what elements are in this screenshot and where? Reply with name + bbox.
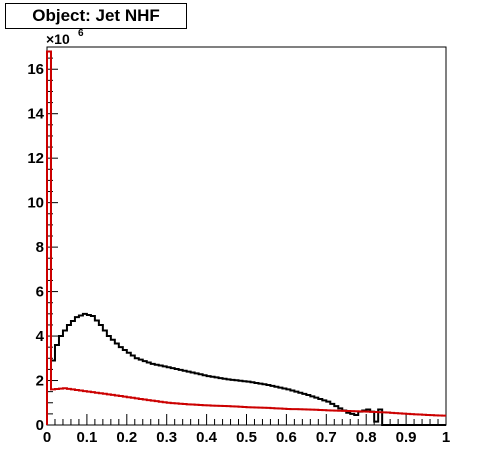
x-tick-label: 0.6 — [276, 429, 297, 446]
series-layer — [46, 50, 446, 426]
chart-title: Object: Jet NHF — [5, 3, 187, 29]
series-line-1 — [46, 50, 446, 425]
x-tick-label: 0.3 — [156, 429, 177, 446]
y-tick-label: 10 — [27, 195, 44, 212]
x-tick-label: 0.7 — [316, 429, 337, 446]
x-tick-label: 0.9 — [396, 429, 417, 446]
y-tick-label: 14 — [27, 106, 44, 123]
y-axis: 0 2 4 6 8 10 12 14 16 — [27, 46, 58, 434]
y-tick-label: 12 — [27, 150, 44, 167]
y-multiplier-exponent: 6 — [78, 28, 84, 39]
x-tick-label: 0.1 — [76, 429, 97, 446]
y-tick-label: 4 — [36, 328, 45, 345]
x-tick-label: 0.2 — [116, 429, 137, 446]
x-axis: 0 0.1 0.2 0.3 0.4 0.5 0.6 0.7 0.8 0.9 1 — [43, 414, 450, 446]
y-tick-label: 0 — [36, 417, 44, 434]
y-tick-label: 16 — [27, 61, 44, 78]
y-tick-label: 6 — [36, 284, 44, 301]
x-tick-label: 0.4 — [196, 429, 218, 446]
x-tick-label: 0 — [43, 429, 51, 446]
x-tick-label: 0.5 — [236, 429, 257, 446]
y-tick-label: 2 — [36, 373, 44, 390]
x-tick-label: 1 — [442, 429, 450, 446]
plot-frame — [46, 46, 447, 426]
y-multiplier-base: ×10 — [46, 31, 70, 47]
series-line-0 — [46, 50, 446, 426]
y-tick-label: 8 — [36, 239, 44, 256]
x-tick-label: 0.8 — [356, 429, 377, 446]
